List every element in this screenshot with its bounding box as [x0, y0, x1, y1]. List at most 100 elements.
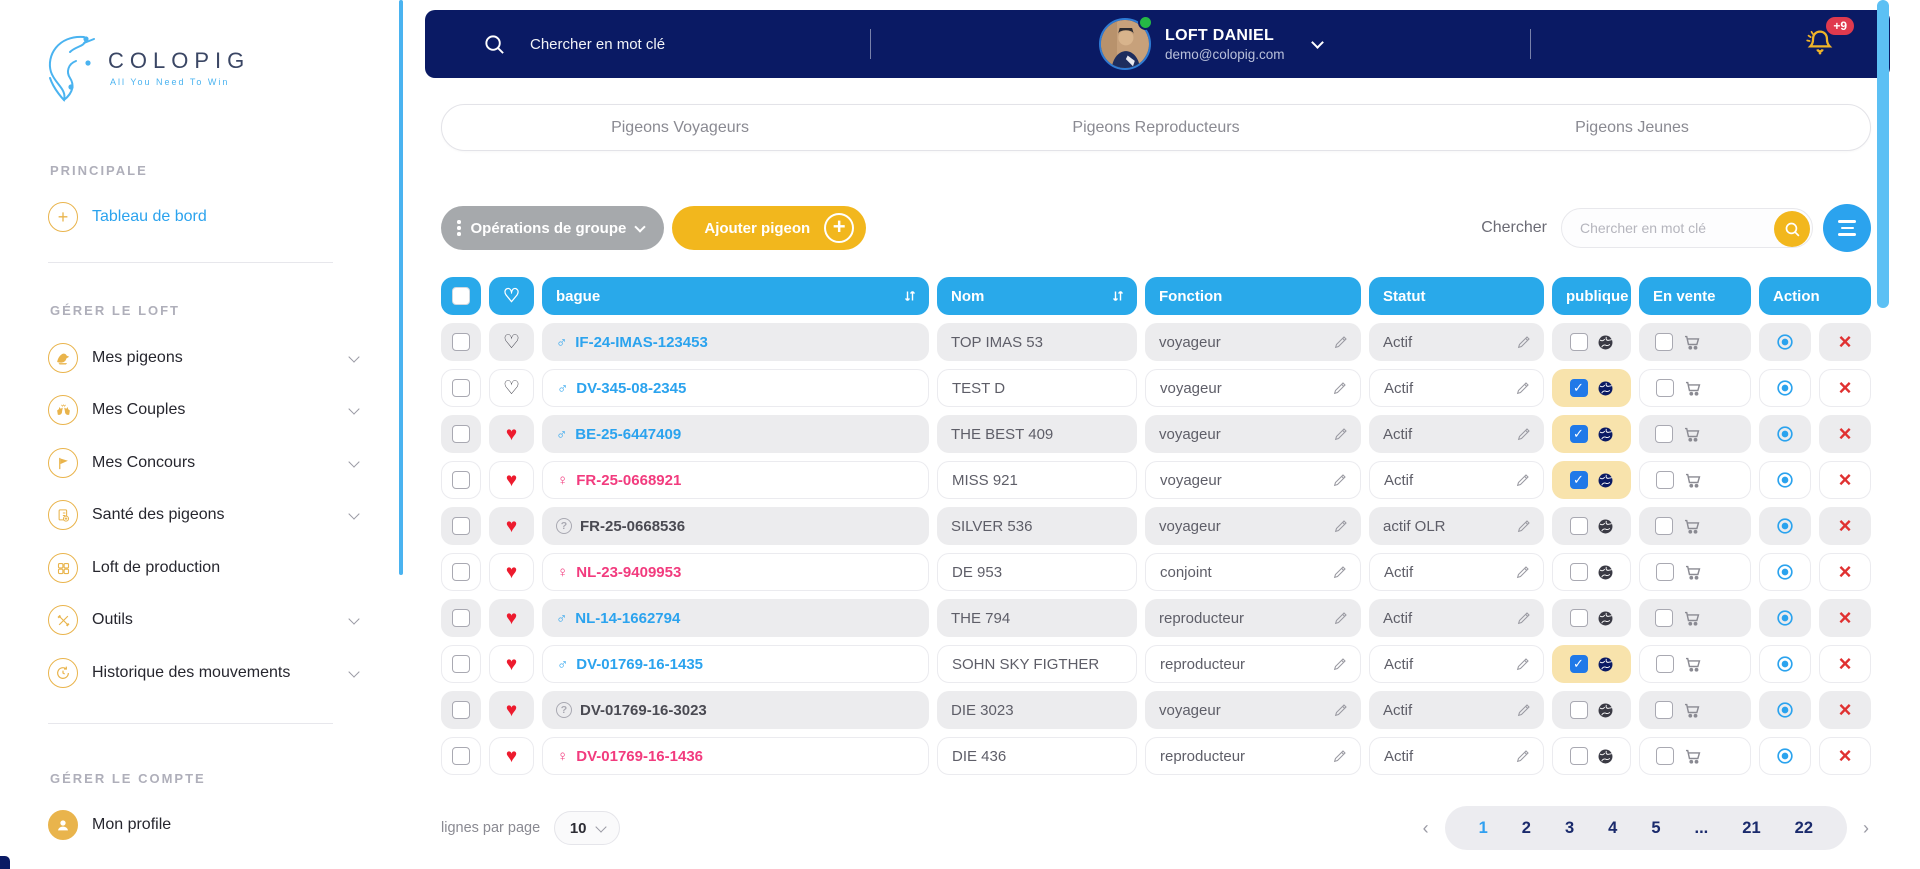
page-button[interactable]: 1	[1478, 818, 1488, 837]
bague-link[interactable]: IF-24-IMAS-123453	[575, 333, 708, 351]
search-icon[interactable]	[483, 33, 506, 56]
row-favorite-cell[interactable]: ♡	[489, 323, 534, 361]
select-all-checkbox[interactable]	[452, 287, 470, 305]
tab-pigeons-reproducteurs[interactable]: Pigeons Reproducteurs	[1072, 118, 1240, 136]
en-vente-cell[interactable]	[1639, 461, 1751, 499]
row-select-cell[interactable]	[441, 415, 481, 453]
row-checkbox[interactable]	[452, 379, 470, 397]
page-button[interactable]: 5	[1651, 818, 1661, 837]
bague-link[interactable]: FR-25-0668536	[580, 517, 686, 535]
select-all-header[interactable]	[441, 277, 481, 315]
add-pigeon-button[interactable]: Ajouter pigeon +	[672, 206, 867, 250]
edit-icon[interactable]	[1332, 380, 1348, 396]
delete-button[interactable]: ×	[1819, 553, 1871, 591]
publique-cell[interactable]: ✓	[1552, 415, 1631, 453]
row-favorite-cell[interactable]: ♥	[489, 599, 534, 637]
sidebar-item-loft-de-production[interactable]: Loft de production	[48, 553, 358, 583]
row-favorite-cell[interactable]: ♥	[489, 415, 534, 453]
edit-icon[interactable]	[1332, 748, 1348, 764]
heart-icon[interactable]: ♥	[505, 469, 518, 491]
bague-cell[interactable]: ♂ DV-01769-16-1435	[542, 645, 929, 683]
edit-icon[interactable]	[1515, 472, 1531, 488]
tab-pigeons-voyageurs[interactable]: Pigeons Voyageurs	[611, 118, 749, 136]
view-button[interactable]	[1759, 323, 1811, 361]
sidebar-item-mon-profile[interactable]: Mon profile	[48, 810, 358, 840]
delete-button[interactable]: ×	[1819, 415, 1871, 453]
heart-icon[interactable]: ♥	[505, 423, 518, 445]
sort-icon[interactable]	[903, 289, 917, 303]
page-button[interactable]: 4	[1608, 818, 1618, 837]
heart-icon[interactable]: ♥	[505, 607, 518, 629]
row-select-cell[interactable]	[441, 553, 481, 591]
page-scrollbar[interactable]	[1876, 0, 1890, 869]
view-button[interactable]	[1759, 691, 1811, 729]
row-checkbox[interactable]	[452, 747, 470, 765]
bague-cell[interactable]: ♂ BE-25-6447409	[542, 415, 929, 453]
sidebar-item-mes-pigeons[interactable]: Mes pigeons	[48, 343, 360, 373]
row-select-cell[interactable]	[441, 369, 481, 407]
global-search-input[interactable]	[530, 35, 830, 53]
page-button[interactable]: 2	[1521, 818, 1531, 837]
row-select-cell[interactable]	[441, 599, 481, 637]
edit-icon[interactable]	[1332, 564, 1348, 580]
row-checkbox[interactable]	[452, 471, 470, 489]
group-operations-dropdown[interactable]: Opérations de groupe	[441, 206, 665, 250]
page-button[interactable]: 21	[1742, 818, 1761, 837]
en-vente-checkbox[interactable]	[1655, 517, 1673, 535]
en-vente-checkbox[interactable]	[1655, 425, 1673, 443]
en-vente-checkbox[interactable]	[1655, 609, 1673, 627]
heart-icon[interactable]: ♥	[505, 515, 518, 537]
publique-checkbox[interactable]: ✓	[1569, 379, 1588, 397]
publique-checkbox[interactable]	[1569, 333, 1588, 351]
view-button[interactable]	[1759, 599, 1811, 637]
edit-icon[interactable]	[1332, 472, 1348, 488]
en-vente-cell[interactable]	[1639, 691, 1751, 729]
publique-checkbox[interactable]	[1569, 609, 1588, 627]
view-button[interactable]	[1759, 553, 1811, 591]
user-menu[interactable]: LOFT DANIEL demo@colopig.com	[1099, 15, 1324, 70]
publique-cell[interactable]	[1552, 553, 1631, 591]
edit-icon[interactable]	[1515, 380, 1531, 396]
bague-cell[interactable]: ♀ DV-01769-16-1436	[542, 737, 929, 775]
publique-cell[interactable]	[1552, 691, 1631, 729]
bague-link[interactable]: DV-01769-16-3023	[580, 701, 707, 719]
edit-icon[interactable]	[1516, 426, 1532, 442]
en-vente-cell[interactable]	[1639, 599, 1751, 637]
list-options-button[interactable]	[1823, 204, 1871, 252]
edit-icon[interactable]	[1333, 334, 1349, 350]
row-select-cell[interactable]	[441, 691, 481, 729]
en-vente-cell[interactable]	[1639, 369, 1751, 407]
row-favorite-cell[interactable]: ♥	[489, 553, 534, 591]
en-vente-checkbox[interactable]	[1656, 471, 1674, 489]
bague-cell[interactable]: ♂ DV-345-08-2345	[542, 369, 929, 407]
row-select-cell[interactable]	[441, 645, 481, 683]
view-button[interactable]	[1759, 461, 1811, 499]
edit-icon[interactable]	[1333, 610, 1349, 626]
edit-icon[interactable]	[1515, 564, 1531, 580]
view-button[interactable]	[1759, 415, 1811, 453]
sidebar-item-mes-couples[interactable]: Mes Couples	[48, 395, 360, 425]
publique-cell[interactable]	[1552, 323, 1631, 361]
delete-button[interactable]: ×	[1819, 737, 1871, 775]
bague-cell[interactable]: ? DV-01769-16-3023	[542, 691, 929, 729]
delete-button[interactable]: ×	[1819, 645, 1871, 683]
row-checkbox[interactable]	[452, 333, 470, 351]
column-header-bague[interactable]: bague	[542, 277, 929, 315]
heart-icon[interactable]: ♡	[502, 377, 521, 399]
en-vente-cell[interactable]	[1639, 645, 1751, 683]
rows-per-page-select[interactable]: 10	[554, 811, 621, 845]
row-favorite-cell[interactable]: ♥	[489, 645, 534, 683]
sidebar-item-historique-des-mouvements[interactable]: Historique des mouvements	[48, 658, 360, 688]
bague-cell[interactable]: ♀ FR-25-0668921	[542, 461, 929, 499]
bague-link[interactable]: DV-345-08-2345	[576, 379, 687, 397]
heart-icon[interactable]: ♥	[505, 561, 518, 583]
edit-icon[interactable]	[1333, 426, 1349, 442]
row-select-cell[interactable]	[441, 461, 481, 499]
edit-icon[interactable]	[1332, 656, 1348, 672]
delete-button[interactable]: ×	[1819, 507, 1871, 545]
view-button[interactable]	[1759, 507, 1811, 545]
notifications-button[interactable]: +9	[1804, 17, 1854, 61]
bague-link[interactable]: DV-01769-16-1436	[576, 747, 704, 765]
row-favorite-cell[interactable]: ♥	[489, 507, 534, 545]
bague-link[interactable]: BE-25-6447409	[575, 425, 682, 443]
